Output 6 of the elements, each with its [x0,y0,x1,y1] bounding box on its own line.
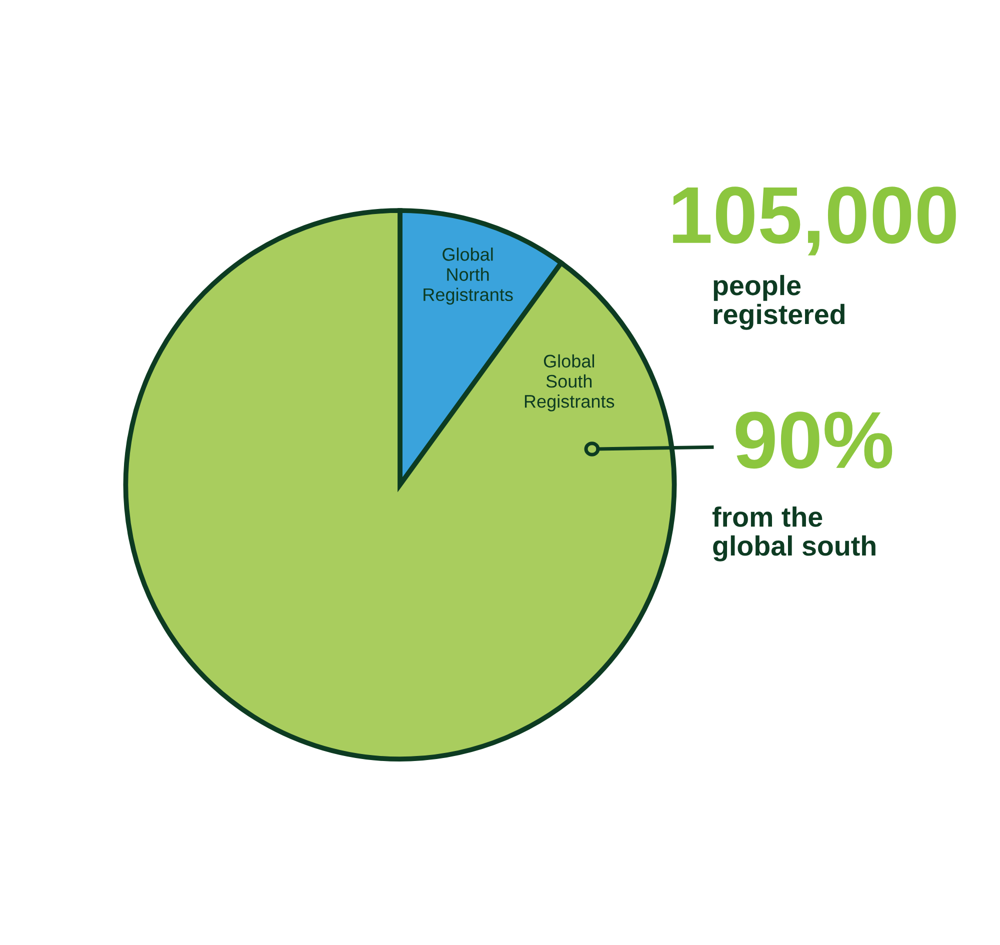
text: 90% [736,412,892,469]
text: 105,000 [673,186,956,256]
text: from the global south [712,506,876,562]
slice-label: Global North Registrants [424,248,513,305]
text: people registered [714,274,844,330]
slice-label: Global South Registrants [524,354,614,412]
